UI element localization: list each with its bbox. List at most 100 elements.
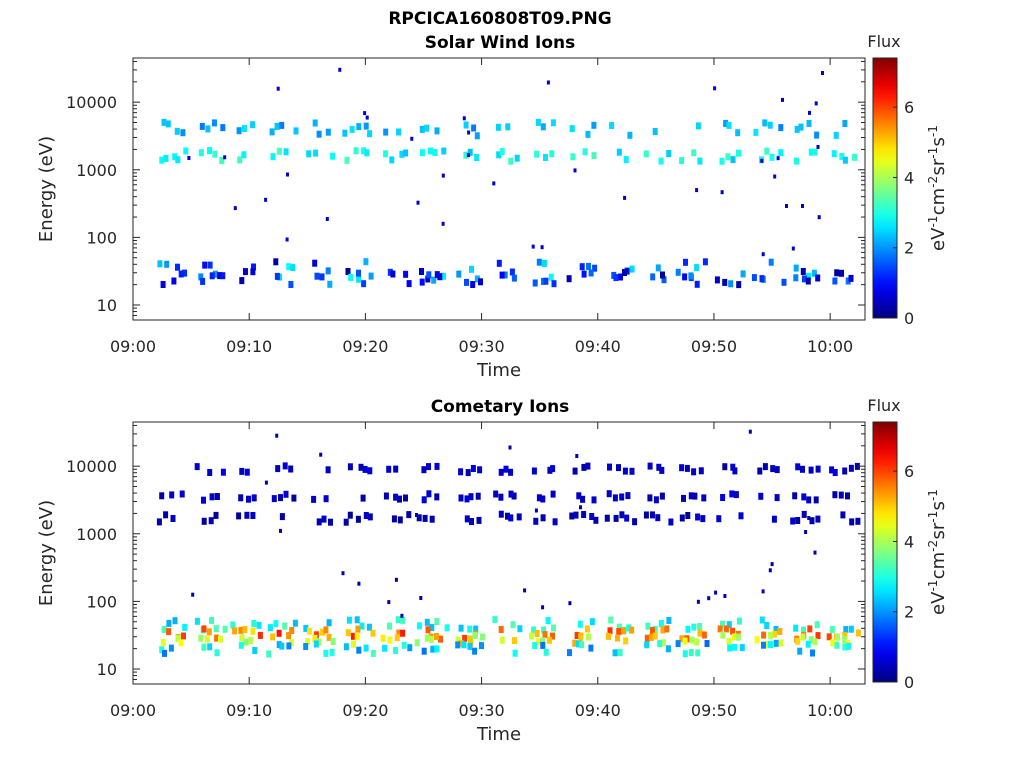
heatmap-cell <box>771 515 777 523</box>
heatmap-cell <box>552 518 558 526</box>
heatmap-cell <box>652 625 658 633</box>
heatmap-cell <box>400 613 404 618</box>
heatmap-cell <box>569 125 575 133</box>
heatmap-cell <box>342 129 348 137</box>
heatmap-cell <box>616 464 621 472</box>
heatmap-cell <box>194 617 200 625</box>
y-tick-label: 10000 <box>66 93 117 112</box>
heatmap-cell <box>458 494 464 502</box>
heatmap-cell <box>652 632 658 640</box>
heatmap-cell <box>830 639 836 647</box>
heatmap-cell <box>191 592 195 597</box>
heatmap-cell <box>629 626 635 634</box>
heatmap-cell <box>499 271 505 279</box>
heatmap-cell <box>629 265 635 273</box>
heatmap-cell <box>808 110 811 115</box>
heatmap-cell <box>607 627 613 635</box>
heatmap-cell <box>659 492 665 500</box>
heatmap-cell <box>239 277 245 285</box>
heatmap-cell <box>848 464 854 472</box>
unit-base: eV <box>928 227 949 251</box>
heatmap-cell <box>613 514 619 522</box>
heatmap-cell <box>720 494 726 501</box>
heatmap-cell <box>326 634 332 641</box>
heatmap-cell <box>498 493 504 501</box>
heatmap-cell <box>156 518 162 526</box>
heatmap-cell <box>541 259 547 267</box>
heatmap-cell <box>508 157 514 165</box>
heatmap-cell <box>607 463 612 471</box>
heatmap-cell <box>387 268 393 276</box>
heatmap-cell <box>330 152 336 160</box>
heatmap-cell <box>212 270 218 278</box>
heatmap-cell <box>838 491 844 499</box>
heatmap-cell <box>579 505 582 510</box>
heatmap-cell <box>732 643 737 651</box>
heatmap-cell <box>540 495 546 503</box>
y-tick-label: 1000 <box>76 525 117 544</box>
heatmap-cell <box>241 125 247 132</box>
colorbar-tick-label: 2 <box>904 603 914 622</box>
heatmap-cell <box>356 275 362 283</box>
heatmap-cell <box>160 281 166 288</box>
heatmap-cell <box>251 263 256 271</box>
heatmap-cell <box>161 118 167 126</box>
heatmap-cell <box>739 644 745 652</box>
heatmap-cell <box>551 280 557 288</box>
heatmap-cell <box>414 639 420 647</box>
heatmap-cell <box>434 618 440 625</box>
heatmap-cell <box>576 640 581 648</box>
heatmap-cell <box>209 493 215 501</box>
heatmap-cell <box>458 640 464 647</box>
heatmap-cell <box>650 627 655 635</box>
heatmap-cell <box>761 589 765 594</box>
heatmap-cell <box>426 463 431 471</box>
y-tick-label: 100 <box>86 228 117 247</box>
heatmap-cell <box>313 149 319 157</box>
heatmap-cell <box>426 271 432 279</box>
heatmap-cells <box>156 429 861 658</box>
heatmap-cell <box>403 270 409 278</box>
heatmap-cell <box>657 640 663 648</box>
heatmap-cell <box>664 625 670 633</box>
heatmap-cell <box>717 625 723 633</box>
heatmap-cell <box>806 272 812 280</box>
heatmap-cell <box>508 490 514 498</box>
heatmap-cell <box>419 596 423 600</box>
heatmap-cell <box>732 633 737 641</box>
heatmap-cell <box>606 632 611 640</box>
heatmap-cell <box>532 279 538 287</box>
heatmap-cell <box>477 466 483 474</box>
heatmap-cell <box>389 156 395 164</box>
heatmap-cell <box>270 633 276 641</box>
heatmap-cell <box>391 515 397 523</box>
heatmap-cell <box>572 639 578 647</box>
heatmap-cell <box>682 650 688 658</box>
heatmap-cell <box>762 119 768 127</box>
heatmap-cell <box>505 512 510 520</box>
heatmap-cell <box>679 464 685 472</box>
heatmap-cell <box>201 625 207 633</box>
y-tick-label: 10000 <box>66 457 117 476</box>
heatmap-cell <box>441 221 445 226</box>
heatmap-cell <box>608 616 614 624</box>
heatmap-cell <box>345 268 351 275</box>
heatmap-cell <box>579 641 585 649</box>
heatmap-cell <box>316 130 322 138</box>
heatmap-cell <box>403 149 409 157</box>
heatmap-cell <box>311 495 317 503</box>
heatmap-cell <box>835 633 841 641</box>
heatmap-cell <box>473 625 479 633</box>
heatmap-cell <box>175 263 180 271</box>
heatmap-cell <box>406 511 412 519</box>
colorbar-tick-label: 0 <box>904 309 914 328</box>
heatmap-cell <box>652 128 658 135</box>
heatmap-cell <box>579 263 585 271</box>
heatmap-cell <box>163 511 169 519</box>
heatmap-cell <box>813 550 817 555</box>
heatmap-cell <box>444 624 450 632</box>
heatmap-cell <box>393 647 399 654</box>
heatmap-cell <box>347 511 353 519</box>
heatmap-cell <box>848 625 854 633</box>
heatmap-cell <box>220 468 226 476</box>
